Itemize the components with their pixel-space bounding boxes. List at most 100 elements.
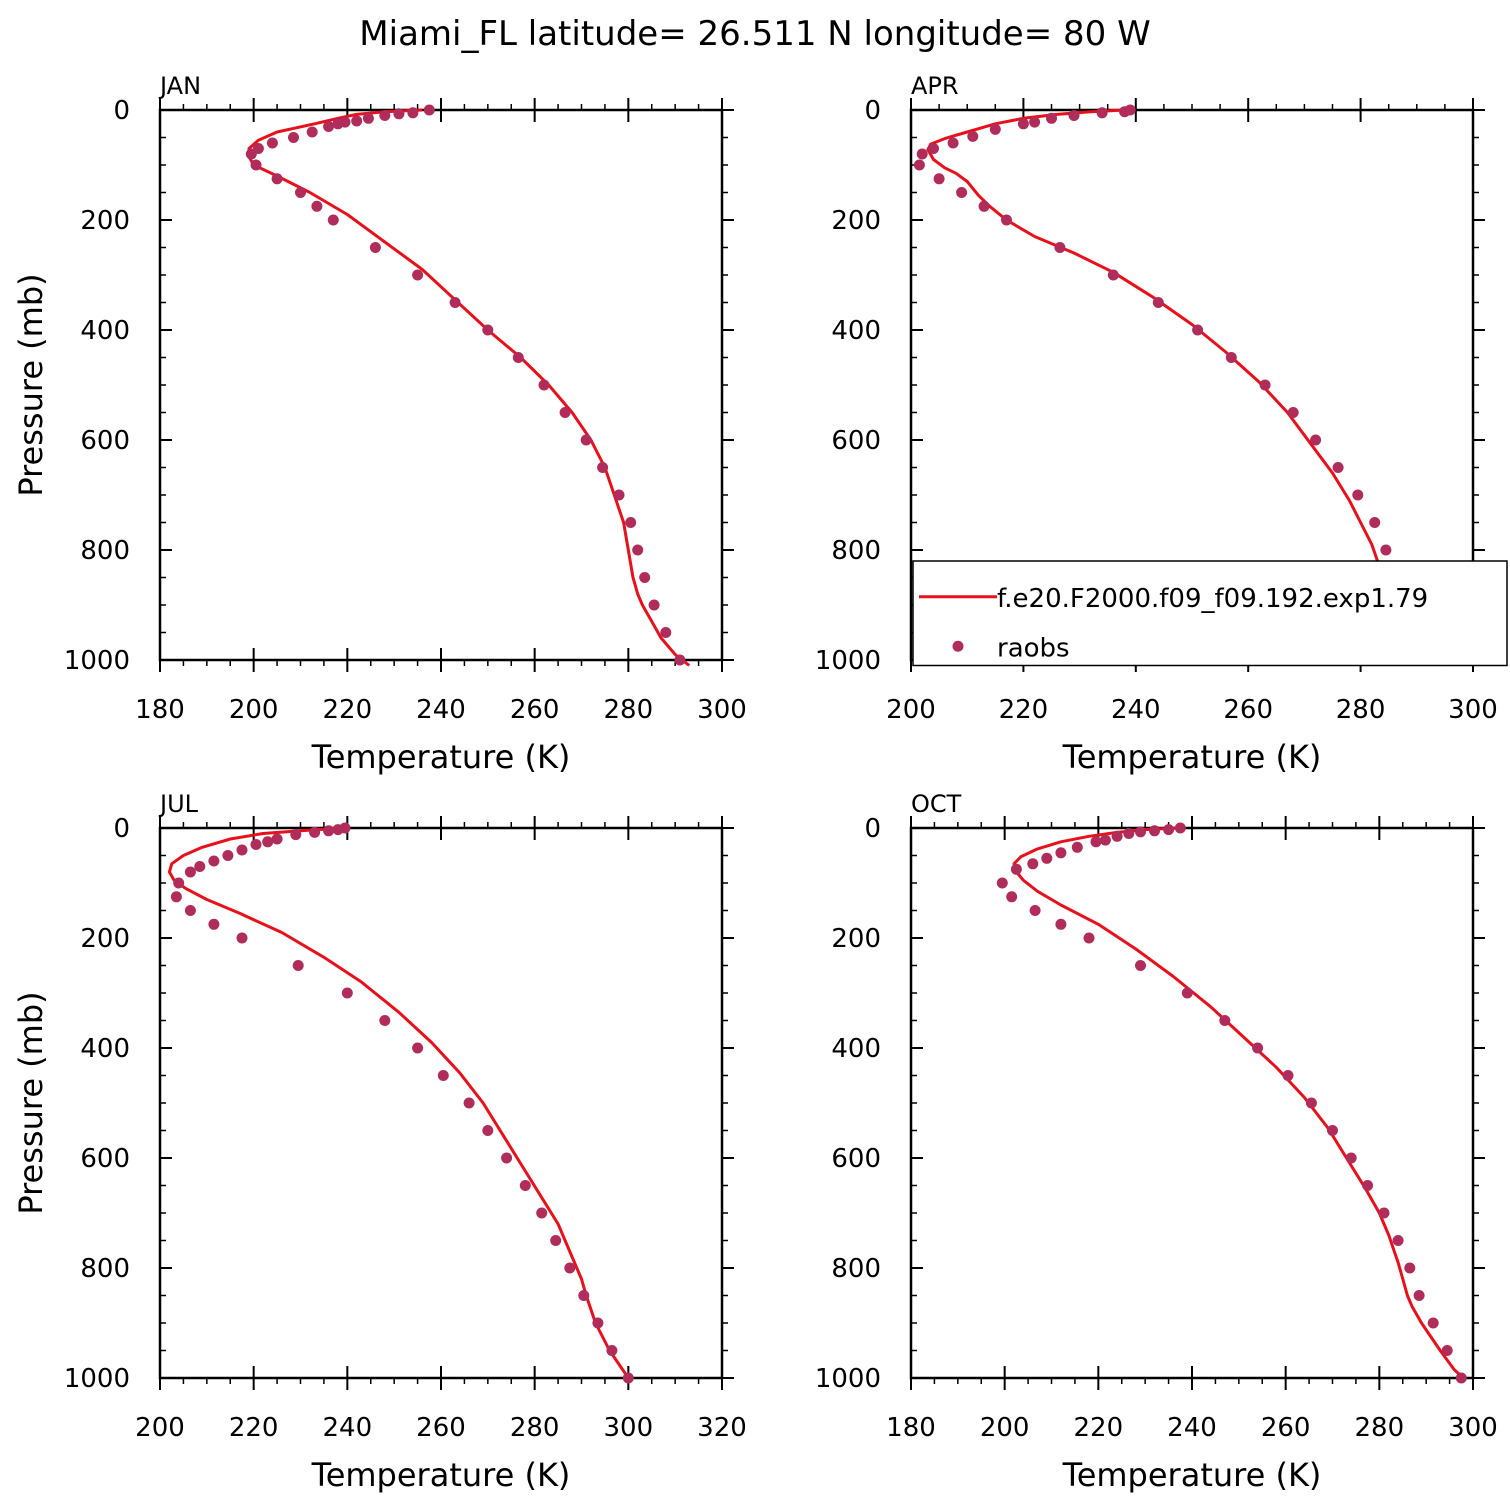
raobs-point-jan: [482, 324, 494, 336]
raobs-point-jan: [323, 121, 335, 132]
panel-label-oct: OCT: [911, 790, 962, 818]
x-tick-label-oct: 220: [1074, 1413, 1124, 1443]
raobs-point-jul: [236, 932, 248, 944]
raobs-point-oct: [996, 877, 1008, 889]
raobs-point-apr: [933, 173, 945, 185]
x-axis-label-jul: Temperature (K): [311, 1456, 571, 1494]
raobs-point-apr: [1259, 379, 1271, 391]
raobs-point-oct: [1135, 826, 1146, 838]
raobs-point-apr: [1152, 297, 1164, 308]
raobs-point-jul: [564, 1262, 576, 1274]
raobs-point-jan: [648, 599, 660, 611]
raobs-point-jan: [580, 434, 592, 446]
x-tick-label-oct: 260: [1261, 1413, 1311, 1443]
legend-box: [912, 560, 1508, 667]
raobs-point-jul: [208, 918, 220, 930]
raobs-point-jul: [519, 1180, 531, 1191]
raobs-point-oct: [1282, 1070, 1294, 1081]
raobs-point-apr: [1001, 214, 1012, 226]
raobs-point-oct: [1427, 1317, 1439, 1329]
x-tick-label-jan: 200: [229, 695, 279, 725]
y-tick-label-jan: 800: [80, 536, 130, 566]
raobs-point-jan: [412, 269, 424, 281]
panel-apr: APR 200 220 240 260 280 300 0 200 400 600 800 1000 Te…: [815, 72, 1508, 776]
x-axis-label-oct: Temperature (K): [1062, 1456, 1322, 1494]
raobs-point-jul: [412, 1042, 424, 1054]
y-tick-label-apr: 0: [864, 96, 881, 126]
raobs-point-apr: [1054, 242, 1066, 253]
raobs-point-apr: [1119, 106, 1131, 118]
raobs-point-jul: [463, 1097, 475, 1109]
y-tick-label-jul: 0: [113, 814, 130, 844]
raobs-point-jul: [236, 844, 248, 856]
raobs-point-jan: [393, 108, 405, 120]
raobs-point-oct: [1404, 1262, 1416, 1274]
raobs-point-oct: [1181, 987, 1193, 999]
raobs-point-oct: [1099, 834, 1111, 846]
raobs-point-oct: [1327, 1125, 1338, 1136]
raobs-point-jan: [597, 462, 609, 473]
y-tick-label-oct: 800: [831, 1254, 881, 1284]
y-axis-label-jul: Pressure (mb): [12, 991, 50, 1214]
model-line-apr: [926, 108, 1447, 667]
x-tick-label-jul: 260: [416, 1413, 466, 1443]
raobs-point-oct: [1041, 852, 1053, 864]
raobs-point-jan: [351, 115, 363, 127]
legend-obs-label: raobs: [997, 633, 1070, 663]
raobs-point-jul: [194, 861, 206, 872]
raobs-point-jul: [208, 855, 220, 867]
raobs-point-jan: [245, 148, 257, 160]
raobs-point-jul: [290, 829, 302, 841]
x-tick-label-oct: 200: [980, 1413, 1030, 1443]
raobs-point-oct: [1305, 1097, 1317, 1109]
y-tick-label-oct: 400: [831, 1034, 881, 1064]
panel-oct: OCT 180 200 220 240 260 280 300 0 200 400 600 800 100…: [815, 790, 1498, 1494]
x-tick-label-apr: 280: [1336, 695, 1386, 725]
x-tick-label-apr: 220: [999, 695, 1049, 725]
raobs-point-jul: [379, 1015, 391, 1026]
raobs-point-oct: [1006, 891, 1018, 903]
y-tick-label-jan: 200: [80, 206, 130, 236]
raobs-point-oct: [1252, 1042, 1264, 1054]
y-tick-label-oct: 0: [864, 814, 881, 844]
raobs-point-jul: [184, 905, 196, 916]
raobs-point-oct: [1027, 858, 1039, 870]
raobs-point-apr: [913, 159, 925, 171]
raobs-point-jan: [379, 110, 391, 121]
raobs-point-jan: [327, 214, 339, 226]
raobs-point-apr: [1107, 269, 1119, 281]
x-tick-label-oct: 180: [886, 1413, 936, 1443]
panel-label-jul: JUL: [158, 790, 199, 818]
raobs-point-jul: [323, 825, 335, 837]
x-tick-label-jan: 180: [135, 695, 185, 725]
raobs-point-oct: [1090, 836, 1102, 848]
raobs-point-jan: [674, 654, 686, 666]
raobs-point-jul: [536, 1207, 548, 1219]
raobs-point-apr: [1287, 407, 1299, 418]
raobs-point-oct: [1455, 1372, 1467, 1384]
raobs-point-jan: [369, 242, 381, 253]
raobs-point-apr: [1310, 434, 1322, 446]
x-tick-label-jan: 240: [416, 695, 466, 725]
raobs-point-apr: [967, 130, 979, 142]
raobs-point-jan: [311, 200, 323, 212]
raobs-point-jan: [449, 297, 461, 308]
x-tick-label-apr: 260: [1223, 695, 1273, 725]
y-tick-label-jan: 400: [80, 316, 130, 346]
x-tick-label-apr: 240: [1111, 695, 1161, 725]
x-tick-label-jan: 300: [697, 695, 747, 725]
panel-jan: JAN 180 200 220 240 260 280 300 0 200 400 600 800 100…: [12, 72, 747, 776]
x-tick-label-jul: 220: [229, 1413, 279, 1443]
raobs-point-oct: [1174, 822, 1186, 834]
y-tick-label-apr: 400: [831, 316, 881, 346]
raobs-point-jan: [639, 572, 651, 583]
raobs-point-jul: [292, 960, 304, 971]
raobs-point-jul: [501, 1152, 513, 1164]
model-line-jan: [247, 108, 691, 667]
raobs-point-oct: [1378, 1207, 1390, 1219]
raobs-point-jan: [332, 118, 344, 130]
raobs-point-oct: [1149, 825, 1160, 837]
raobs-point-oct: [1362, 1180, 1374, 1191]
